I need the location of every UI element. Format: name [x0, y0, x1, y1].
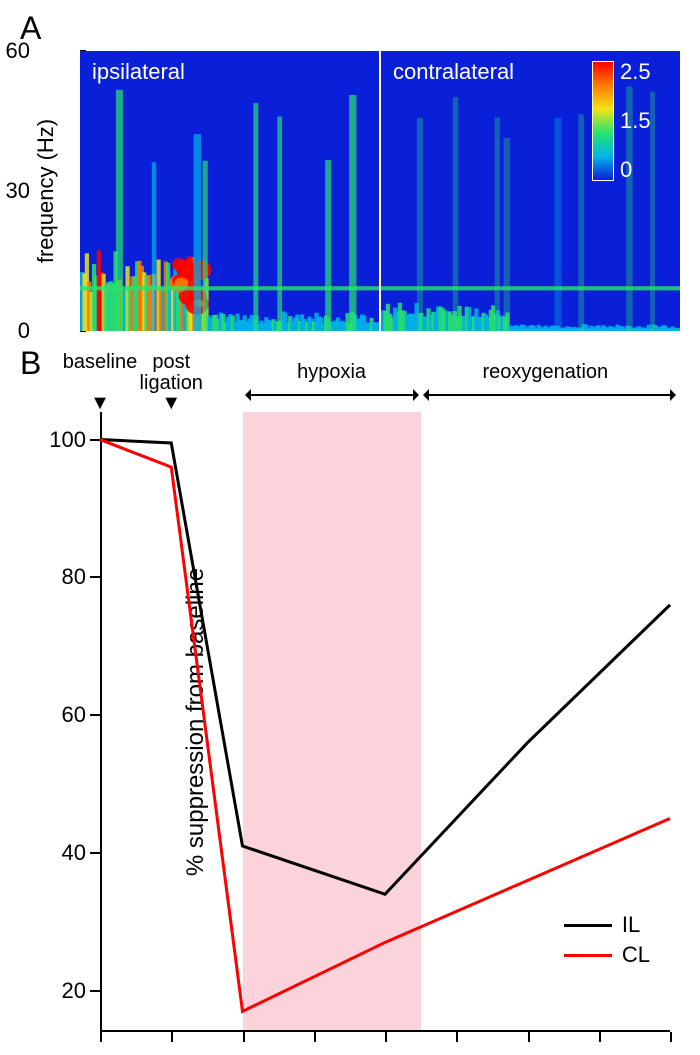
- legend-swatch: [564, 924, 612, 927]
- spectrogram-right-label: contralateral: [393, 59, 514, 85]
- panel-b-xtick: [100, 1032, 102, 1042]
- panel-b-xtick: [599, 1032, 601, 1042]
- spectrogram-ipsilateral: ipsilateral: [80, 51, 379, 331]
- colorbar-ticks: 2.5 1.5 0: [620, 61, 651, 181]
- panel-a-yaxis-label: frequency (Hz): [33, 119, 59, 263]
- phase-label-postligation: postligation: [140, 352, 203, 394]
- panel-b-xtick: [385, 1032, 387, 1042]
- legend-label: IL: [622, 912, 640, 938]
- phase-label-reoxygenation: reoxygenation: [482, 362, 608, 383]
- phase-label-hypoxia: hypoxia: [297, 362, 366, 383]
- series-line-IL: [100, 440, 670, 895]
- panel-b-xtick: [670, 1032, 672, 1042]
- legend-label: CL: [622, 942, 650, 968]
- colorbar: 2.5 1.5 0: [592, 61, 672, 181]
- colorbar-gradient: [592, 61, 614, 181]
- panel-b-xtick: [171, 1032, 173, 1042]
- panel-b-xtick: [456, 1032, 458, 1042]
- panel-b-xtick: [243, 1032, 245, 1042]
- phase-label-baseline: baseline: [63, 352, 138, 373]
- chart-b-legend: IL CL: [564, 912, 650, 972]
- colorbar-tick: 0: [620, 159, 651, 181]
- colorbar-tick: 1.5: [620, 110, 651, 132]
- phase-labels: baseline▼postligation▼hypoxiareoxygenati…: [100, 354, 670, 404]
- chart-b: baseline▼postligation▼hypoxiareoxygenati…: [100, 412, 670, 1032]
- panel-a-label: A: [20, 10, 680, 47]
- colorbar-tick: 2.5: [620, 61, 651, 83]
- legend-row-IL: IL: [564, 912, 650, 938]
- legend-swatch: [564, 954, 612, 957]
- panel-b: baseline▼postligation▼hypoxiareoxygenati…: [30, 412, 680, 1032]
- double-arrow-icon: [251, 394, 413, 396]
- panel-b-xtick: [314, 1032, 316, 1042]
- spectrogram-wrap: frequency (Hz) 03060 ipsilateral contral…: [30, 51, 680, 331]
- figure-root: A frequency (Hz) 03060 ipsilateral contr…: [0, 0, 700, 1052]
- spectrogram-left-label: ipsilateral: [92, 59, 185, 85]
- spectrogram-panels: ipsilateral contralateral 2.5 1.5 0: [80, 51, 680, 331]
- spectrogram-contralateral: contralateral 2.5 1.5 0: [381, 51, 680, 331]
- panel-b-xtick: [528, 1032, 530, 1042]
- legend-row-CL: CL: [564, 942, 650, 968]
- panel-a: frequency (Hz) 03060 ipsilateral contral…: [30, 51, 680, 331]
- double-arrow-icon: [429, 394, 670, 396]
